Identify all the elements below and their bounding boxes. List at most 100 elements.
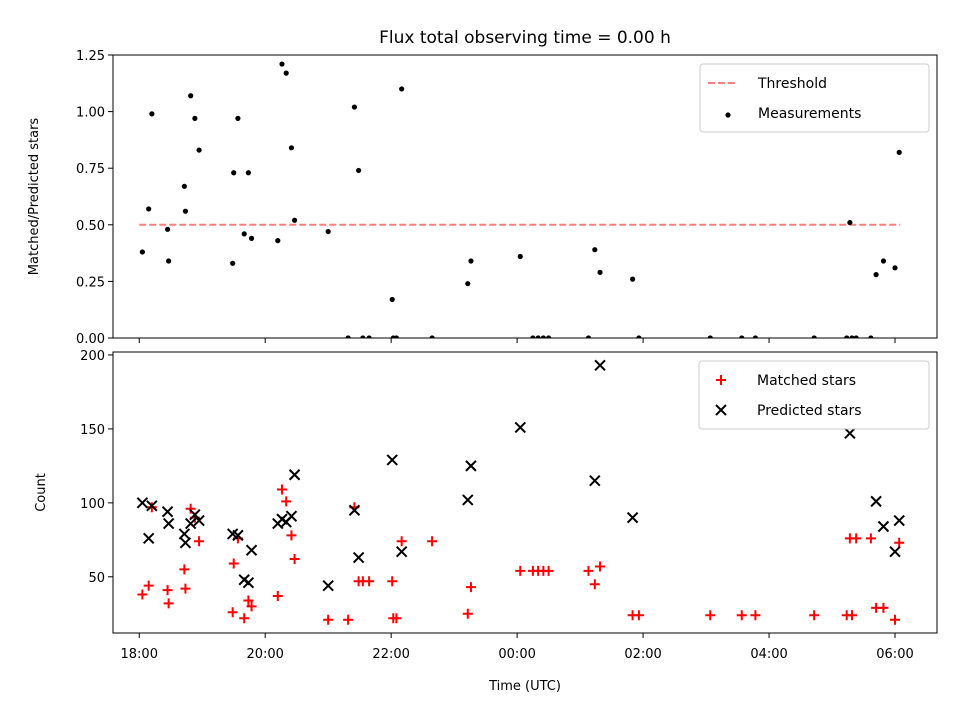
matched-star-point: [179, 564, 190, 575]
measurement-point: [345, 335, 351, 338]
measurement-point: [230, 260, 236, 266]
measurement-point: [873, 272, 879, 278]
measurement-point: [399, 86, 405, 92]
predicted-star-point: [877, 520, 890, 533]
x-tick-label: 20:00: [246, 647, 283, 662]
measurement-point: [288, 145, 295, 151]
predicted-star-point: [142, 532, 155, 545]
predicted-star-point: [179, 537, 192, 549]
measurement-point: [181, 183, 187, 189]
matched-star-point: [750, 610, 761, 621]
measurement-point: [844, 335, 850, 338]
x-tick-label: 02:00: [624, 647, 661, 662]
matched-star-point: [272, 591, 283, 602]
matched-star-point: [243, 595, 254, 606]
y-tick-label: 0.00: [76, 332, 105, 347]
measurement-point: [149, 111, 155, 117]
measurement-point: [752, 335, 759, 338]
measurement-point: [248, 235, 255, 241]
matched-star-point: [851, 533, 862, 544]
matched-star-point: [364, 576, 375, 587]
measurement-point: [351, 104, 358, 110]
predicted-star-point: [162, 517, 175, 530]
measurement-point: [275, 238, 281, 244]
matched-star-point: [227, 607, 238, 618]
matched-star-point: [281, 496, 292, 507]
predicted-star-point: [870, 495, 882, 508]
predicted-star-point: [893, 514, 905, 527]
measurement-point: [279, 61, 285, 67]
measurement-point: [429, 335, 435, 338]
measurement-point: [546, 335, 552, 338]
measurement-point: [465, 281, 471, 287]
x-axis-label: Time (UTC): [488, 679, 561, 694]
predicted-star-point: [348, 504, 361, 516]
matched-star-point: [890, 614, 901, 625]
y-axis-label: Matched/Predicted stars: [27, 118, 42, 276]
predicted-star-point: [589, 474, 601, 487]
panel-2: 50 100 150 200 18:00 20:00 22:00 00:00 02:00 04:0…: [34, 349, 938, 662]
measurement-point: [325, 228, 331, 235]
chart-title: Flux total observing time = 0.00 h: [379, 28, 671, 48]
x-tick-label: 06:00: [876, 647, 913, 662]
predicted-star-point: [285, 510, 298, 522]
matched-star-point: [583, 565, 594, 576]
measurement-point: [291, 217, 298, 223]
predicted-star-point: [352, 551, 365, 564]
predicted-star-point: [465, 460, 477, 472]
predicted-star-point: [844, 427, 856, 440]
measurement-point: [196, 147, 202, 153]
predicted-star-point: [386, 454, 398, 466]
measurement-point: [468, 258, 474, 264]
y-axis-label: Count: [34, 473, 49, 512]
matched-star-point: [465, 582, 476, 593]
matched-star-point: [343, 614, 354, 625]
matched-star-point: [387, 576, 398, 587]
data-layer: [136, 359, 905, 625]
measurement-point: [283, 70, 289, 76]
y-tick-label: 150: [80, 423, 105, 438]
predicted-star-point: [232, 529, 244, 542]
measurement-point: [164, 226, 171, 232]
y-tick-label: 1.25: [76, 49, 105, 64]
legend-label: Matched stars: [757, 373, 856, 389]
measurement-point: [585, 335, 592, 338]
matched-star-point: [137, 589, 148, 600]
matched-star-point: [543, 565, 554, 576]
measurement-point: [853, 335, 859, 338]
measurement-point: [868, 335, 874, 338]
matched-star-point: [239, 613, 250, 624]
matched-star-point: [633, 610, 644, 621]
measurement-point: [597, 269, 603, 275]
matched-star-point: [180, 583, 191, 594]
measurement-point: [892, 265, 898, 271]
legend-label: Predicted stars: [757, 403, 862, 419]
matched-star-point: [878, 602, 889, 613]
measurement-point: [535, 335, 541, 338]
y-tick-label: 0.25: [76, 275, 105, 290]
matched-star-point: [427, 536, 438, 547]
legend-label: Threshold: [757, 76, 827, 92]
x-tick-label: 18:00: [121, 647, 158, 662]
predicted-star-point: [322, 579, 334, 592]
measurement-point: [393, 335, 400, 338]
predicted-star-point: [242, 577, 255, 589]
measurement-point: [517, 253, 523, 260]
legend-measurement-swatch: [725, 112, 731, 118]
panel-1: 0.00 0.25 0.50 0.75 1.00 1.25 Matched/Predicte…: [27, 49, 938, 347]
predicted-star-point: [161, 506, 174, 518]
predicted-star-point: [462, 494, 474, 506]
measurement-point: [360, 335, 366, 338]
predicted-star-point: [288, 469, 301, 481]
legend-label: Measurements: [758, 106, 861, 122]
matched-star-point: [396, 536, 407, 547]
legend-predicted-swatch: [715, 404, 727, 416]
legend-matched-swatch: [716, 375, 726, 385]
x-tick-label: 00:00: [498, 647, 535, 662]
measurement-point: [880, 258, 887, 264]
matched-star-point: [595, 561, 606, 572]
measurement-point: [182, 208, 189, 214]
predicted-star-point: [193, 514, 205, 527]
legend-box: [698, 360, 930, 430]
measurement-point: [530, 335, 536, 338]
